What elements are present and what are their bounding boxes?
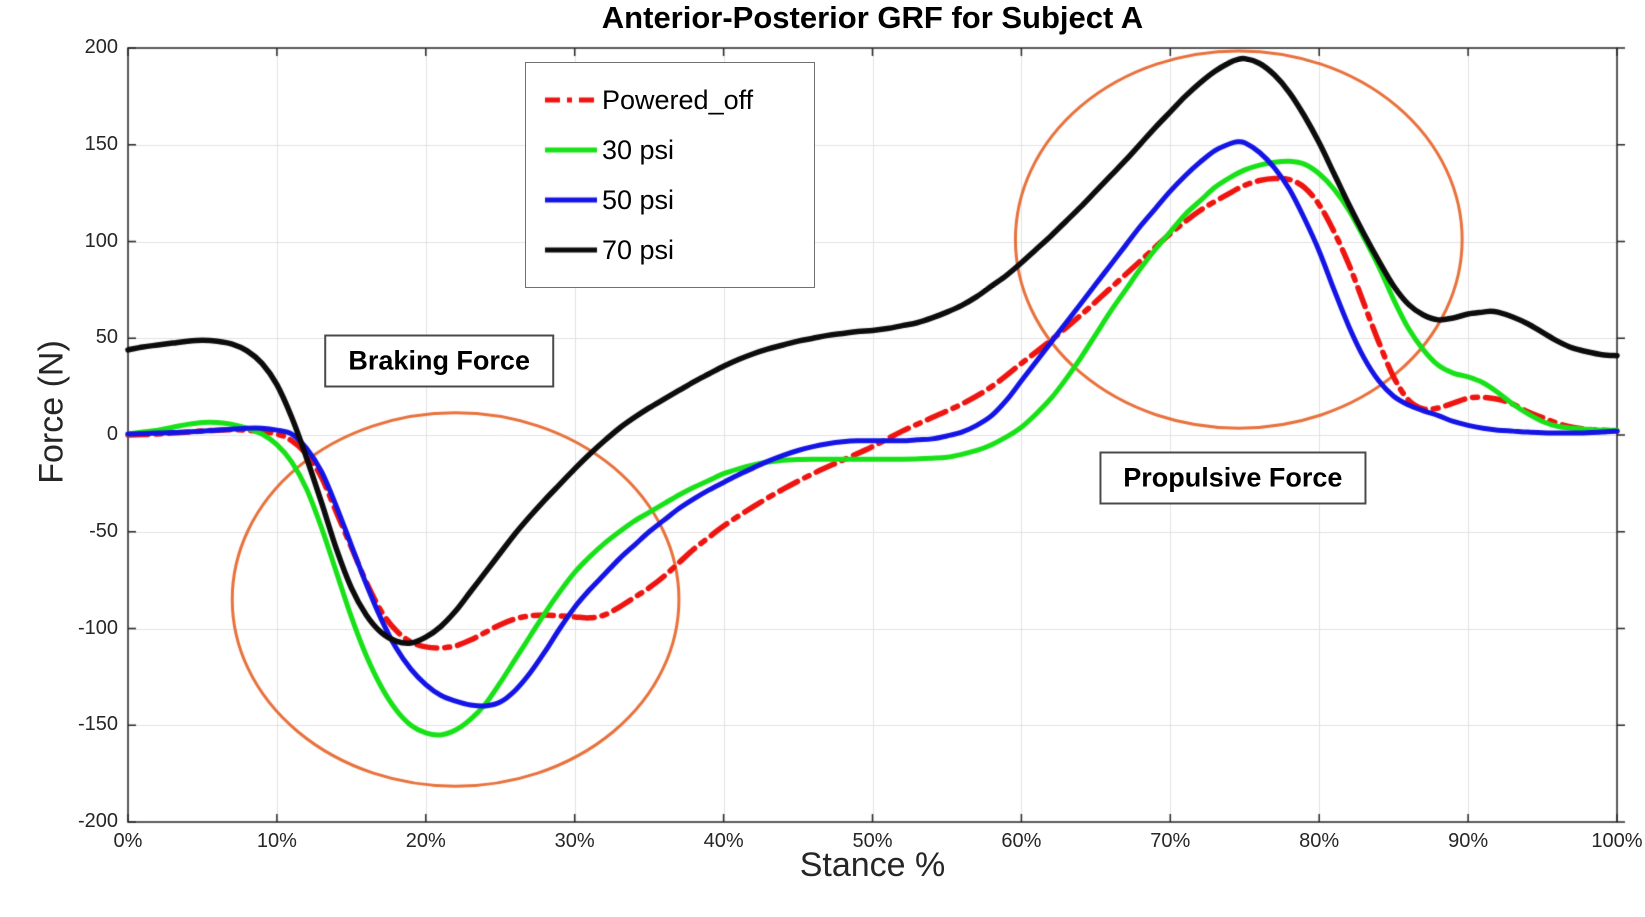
y-tick-label: -50 (89, 519, 118, 542)
y-axis-label: Force (N) (32, 340, 71, 484)
x-tick-label: 100% (1591, 830, 1643, 852)
chart-title: Anterior-Posterior GRF for Subject A (601, 0, 1144, 35)
legend-entry-label: 50 psi (602, 184, 675, 215)
legend-entry-label: Powered_off (602, 84, 754, 115)
x-tick-label: 90% (1448, 830, 1489, 852)
legend-line-sample (544, 145, 598, 155)
x-tick-label: 30% (554, 830, 595, 852)
legend-line-sample (544, 195, 598, 205)
x-tick-label: 10% (256, 830, 297, 852)
x-tick-label: 70% (1150, 830, 1191, 852)
y-tick-label: -200 (77, 810, 118, 832)
y-tick-label: 50 (95, 326, 118, 349)
legend-line-sample (544, 245, 598, 255)
propulsive-force-annotation: Propulsive Force (1099, 451, 1367, 505)
y-tick-label: 150 (84, 132, 118, 155)
legend-entry: 70 psi (526, 225, 814, 275)
x-tick-label: 80% (1299, 830, 1340, 852)
legend-entry: 50 psi (526, 175, 814, 225)
legend-line-sample (544, 95, 598, 105)
x-tick-label: 50% (852, 830, 893, 852)
y-tick-label: 100 (84, 229, 118, 252)
legend-entry: 30 psi (526, 125, 814, 175)
x-tick-label: 60% (1001, 830, 1042, 852)
y-tick-label: 200 (84, 36, 118, 58)
y-tick-label: 0 (106, 423, 118, 445)
y-tick-label: -100 (77, 616, 118, 639)
x-tick-label: 20% (405, 830, 446, 852)
x-axis-label: Stance % (799, 846, 946, 884)
y-tick-label: -150 (77, 713, 118, 736)
x-tick-label: 40% (703, 830, 744, 852)
x-tick-label: 0% (113, 830, 143, 852)
legend-entry-label: 70 psi (602, 234, 675, 265)
legend-entry-label: 30 psi (602, 134, 675, 165)
braking-force-annotation: Braking Force (324, 334, 554, 388)
legend-entry: Powered_off (526, 75, 814, 125)
legend: Powered_off 30 psi 50 psi 70 psi (525, 62, 815, 288)
